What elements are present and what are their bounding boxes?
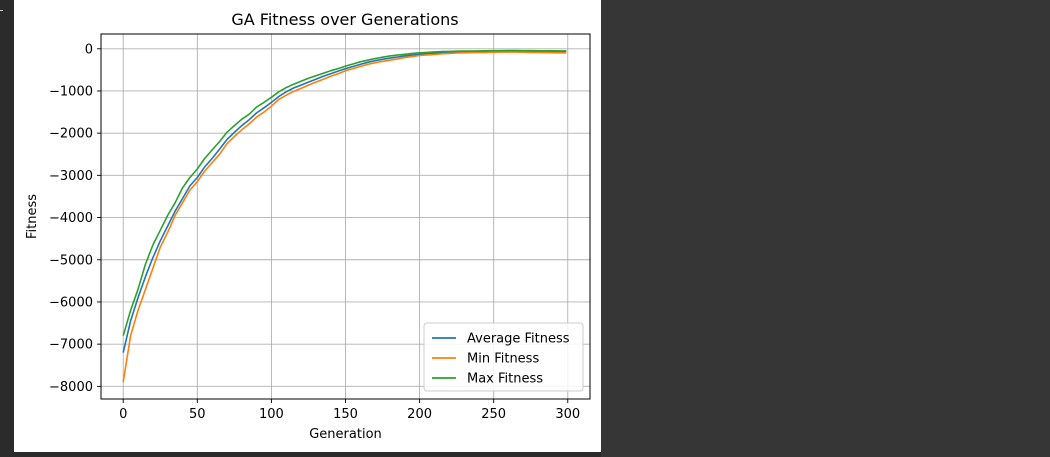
- figure-canvas: GA Fitness over Generations 0 50 100 150 200…: [14, 0, 601, 452]
- right-empty-pane: [601, 0, 1050, 457]
- series-layer: [122, 49, 567, 383]
- x-tick-label: 250: [481, 407, 506, 422]
- grid-layer: [101, 34, 590, 399]
- left-background-strip: [0, 0, 14, 457]
- x-axis-label: Generation: [309, 427, 382, 442]
- chart-title: GA Fitness over Generations: [231, 10, 458, 29]
- legend-label: Min Fitness: [467, 352, 539, 367]
- y-tick-label: −8000: [49, 380, 93, 395]
- y-tick-label: 0: [85, 42, 93, 57]
- legend-label: Max Fitness: [467, 372, 543, 387]
- strip-mark: [0, 10, 3, 11]
- x-tick-label: 100: [259, 407, 284, 422]
- x-tick-label: 150: [333, 407, 358, 422]
- y-axis-label: Fitness: [25, 194, 40, 239]
- y-tick-label: −1000: [49, 84, 93, 99]
- ticks-layer: 0 50 100 150 200 250 300 0 −1000 −2000 −3000 −4000 −…: [49, 42, 580, 422]
- legend: Average Fitness Min Fitness Max Fitness: [423, 322, 584, 392]
- legend-label: Average Fitness: [467, 332, 570, 347]
- x-tick-label: 50: [189, 407, 206, 422]
- x-tick-label: 300: [555, 407, 580, 422]
- legend-box: [423, 322, 584, 392]
- x-tick-label: 200: [407, 407, 432, 422]
- min-fitness-line: [122, 51, 567, 383]
- y-tick-label: −3000: [49, 169, 93, 184]
- max-fitness-line: [122, 49, 567, 336]
- bottom-edge: [14, 452, 601, 457]
- y-tick-label: −5000: [49, 253, 93, 268]
- average-fitness-line: [122, 50, 567, 353]
- y-tick-label: −4000: [49, 211, 93, 226]
- chart-svg: GA Fitness over Generations 0 50 100 150 200…: [25, 10, 591, 442]
- y-tick-label: −2000: [49, 127, 93, 142]
- x-tick-label: 0: [119, 407, 127, 422]
- y-tick-label: −6000: [49, 295, 93, 310]
- y-tick-label: −7000: [49, 338, 93, 353]
